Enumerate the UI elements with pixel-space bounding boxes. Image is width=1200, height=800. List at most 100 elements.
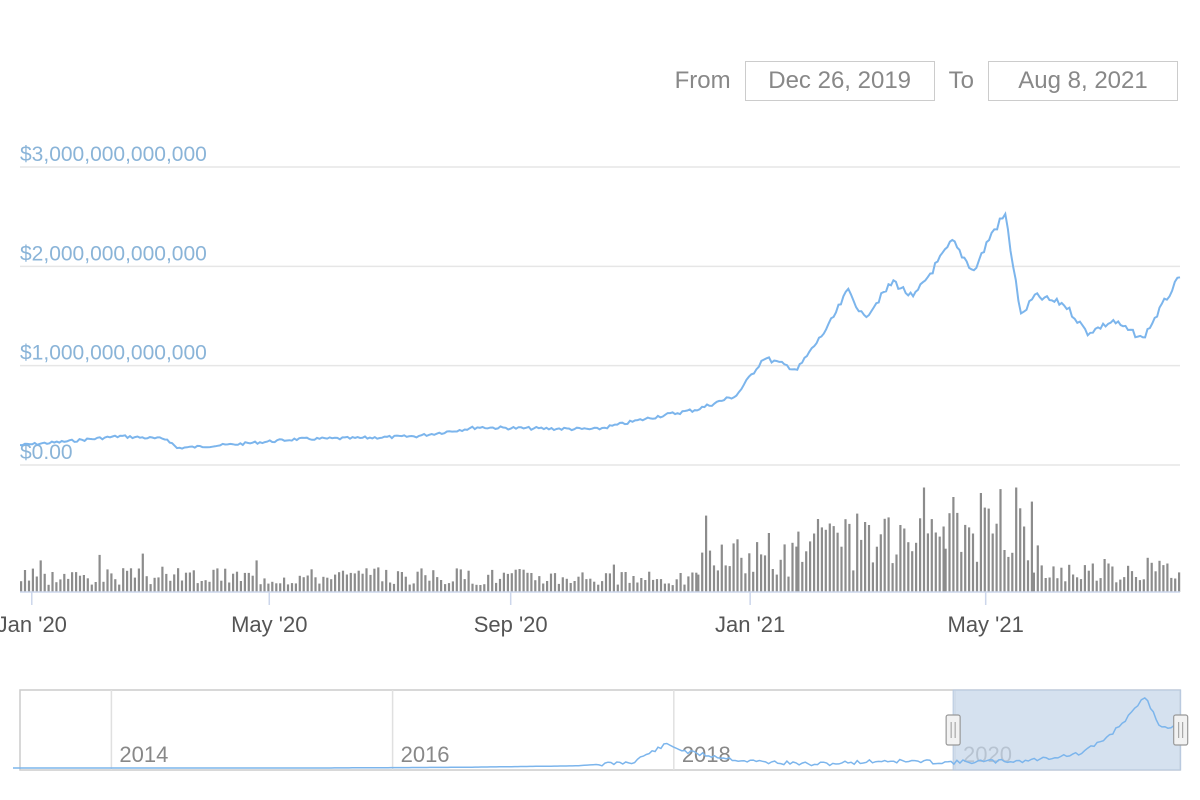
volume-bar — [31, 568, 34, 592]
volume-bar — [369, 574, 372, 592]
volume-bar — [444, 584, 447, 592]
to-label: To — [948, 67, 974, 94]
volume-bar — [832, 526, 835, 592]
volume-bar — [1048, 577, 1051, 592]
volume-bar — [856, 513, 859, 592]
volume-bar — [232, 573, 235, 592]
volume-bar — [1130, 571, 1134, 592]
volume-bar — [487, 574, 490, 592]
from-date-input[interactable]: Dec 26, 2019 — [744, 61, 935, 101]
volume-bar — [428, 580, 431, 592]
volume-bar — [553, 573, 557, 592]
volume-bar — [652, 579, 655, 592]
volume-bar — [648, 571, 651, 592]
volume-bar — [1015, 487, 1018, 592]
volume-bar — [420, 568, 423, 592]
volume-bar — [683, 584, 686, 592]
volume-bar — [701, 552, 704, 592]
volume-bar — [310, 569, 313, 592]
volume-bar — [1178, 572, 1181, 592]
volume-bar — [557, 583, 560, 592]
volume-bar — [891, 563, 894, 592]
volume-bar — [55, 582, 58, 592]
volume-bar — [659, 579, 663, 592]
volume-bar — [748, 553, 751, 592]
volume-bar — [1011, 552, 1014, 592]
volume-bar — [510, 573, 513, 592]
to-date-input[interactable]: Aug 8, 2021 — [988, 61, 1178, 101]
volume-bar — [471, 583, 474, 592]
volume-bar — [867, 525, 871, 592]
volume-bar — [424, 575, 427, 592]
navigator-tick-label: 2014 — [119, 742, 168, 767]
volume-bar — [1115, 582, 1118, 592]
volume-bar — [239, 581, 242, 592]
volume-bar — [1154, 571, 1157, 592]
volume-bar — [604, 573, 608, 592]
volume-bar — [771, 569, 774, 592]
volume-bar — [216, 568, 219, 592]
volume-bar — [1087, 570, 1090, 592]
volume-bar — [322, 576, 325, 592]
volume-bar — [314, 577, 317, 592]
volume-bar — [983, 507, 986, 592]
volume-bar — [740, 557, 743, 592]
volume-bar — [459, 569, 462, 592]
volume-bar — [593, 581, 596, 592]
volume-bar — [63, 573, 66, 592]
volume-bar — [200, 581, 203, 592]
volume-bar — [712, 565, 716, 592]
volume-bar — [345, 574, 348, 592]
volume-bar — [208, 581, 211, 592]
volume-bar — [903, 528, 906, 592]
volume-bar — [106, 569, 109, 592]
volume-bar — [1064, 581, 1067, 592]
volume-bar — [157, 577, 160, 592]
volume-bar — [1030, 501, 1033, 592]
volume-bar — [968, 527, 971, 592]
volume-bar — [732, 543, 735, 592]
volume-bar — [956, 512, 959, 592]
volume-bar — [1095, 580, 1098, 592]
navigator-right-handle[interactable] — [1173, 714, 1189, 746]
volume-bar — [644, 580, 647, 592]
volume-bar — [1127, 565, 1130, 592]
navigator-tick-label: 2018 — [682, 742, 731, 767]
volume-bar — [620, 572, 623, 592]
navigator-left-handle[interactable] — [945, 714, 961, 746]
volume-bar — [361, 573, 364, 592]
navigator[interactable]: 2014201620182020 — [13, 689, 1189, 771]
y-tick-label: $2,000,000,000,000 — [20, 242, 207, 265]
volume-bar — [67, 578, 70, 592]
volume-bar — [1123, 577, 1126, 592]
volume-bar — [122, 568, 125, 592]
volume-bar — [330, 579, 333, 592]
volume-bar — [879, 534, 882, 592]
volume-bar — [506, 573, 509, 592]
volume-bar — [687, 576, 690, 592]
volume-bar — [840, 546, 843, 592]
volume-bar — [655, 579, 659, 592]
y-tick-label: $3,000,000,000,000 — [20, 143, 207, 166]
volume-bar — [1119, 579, 1122, 592]
volume-bar — [126, 570, 129, 592]
volume-bar — [864, 522, 867, 592]
volume-bar — [1072, 574, 1075, 592]
volume-bar — [991, 533, 994, 592]
volume-bar — [341, 570, 345, 592]
volume-bar — [275, 583, 278, 592]
navigator-selection[interactable] — [952, 689, 1182, 771]
volume-bar — [1019, 508, 1022, 592]
volume-bar — [137, 568, 140, 592]
volume-bar — [1003, 550, 1006, 592]
volume-bar — [110, 573, 113, 592]
volume-bar — [775, 574, 778, 592]
volume-bar — [518, 569, 521, 592]
volume-bar — [534, 580, 537, 592]
volume-bar — [1103, 559, 1106, 592]
volume-bar — [522, 569, 525, 592]
volume-bar — [90, 584, 93, 592]
volume-bar — [1040, 565, 1043, 592]
volume-bar — [577, 576, 580, 592]
